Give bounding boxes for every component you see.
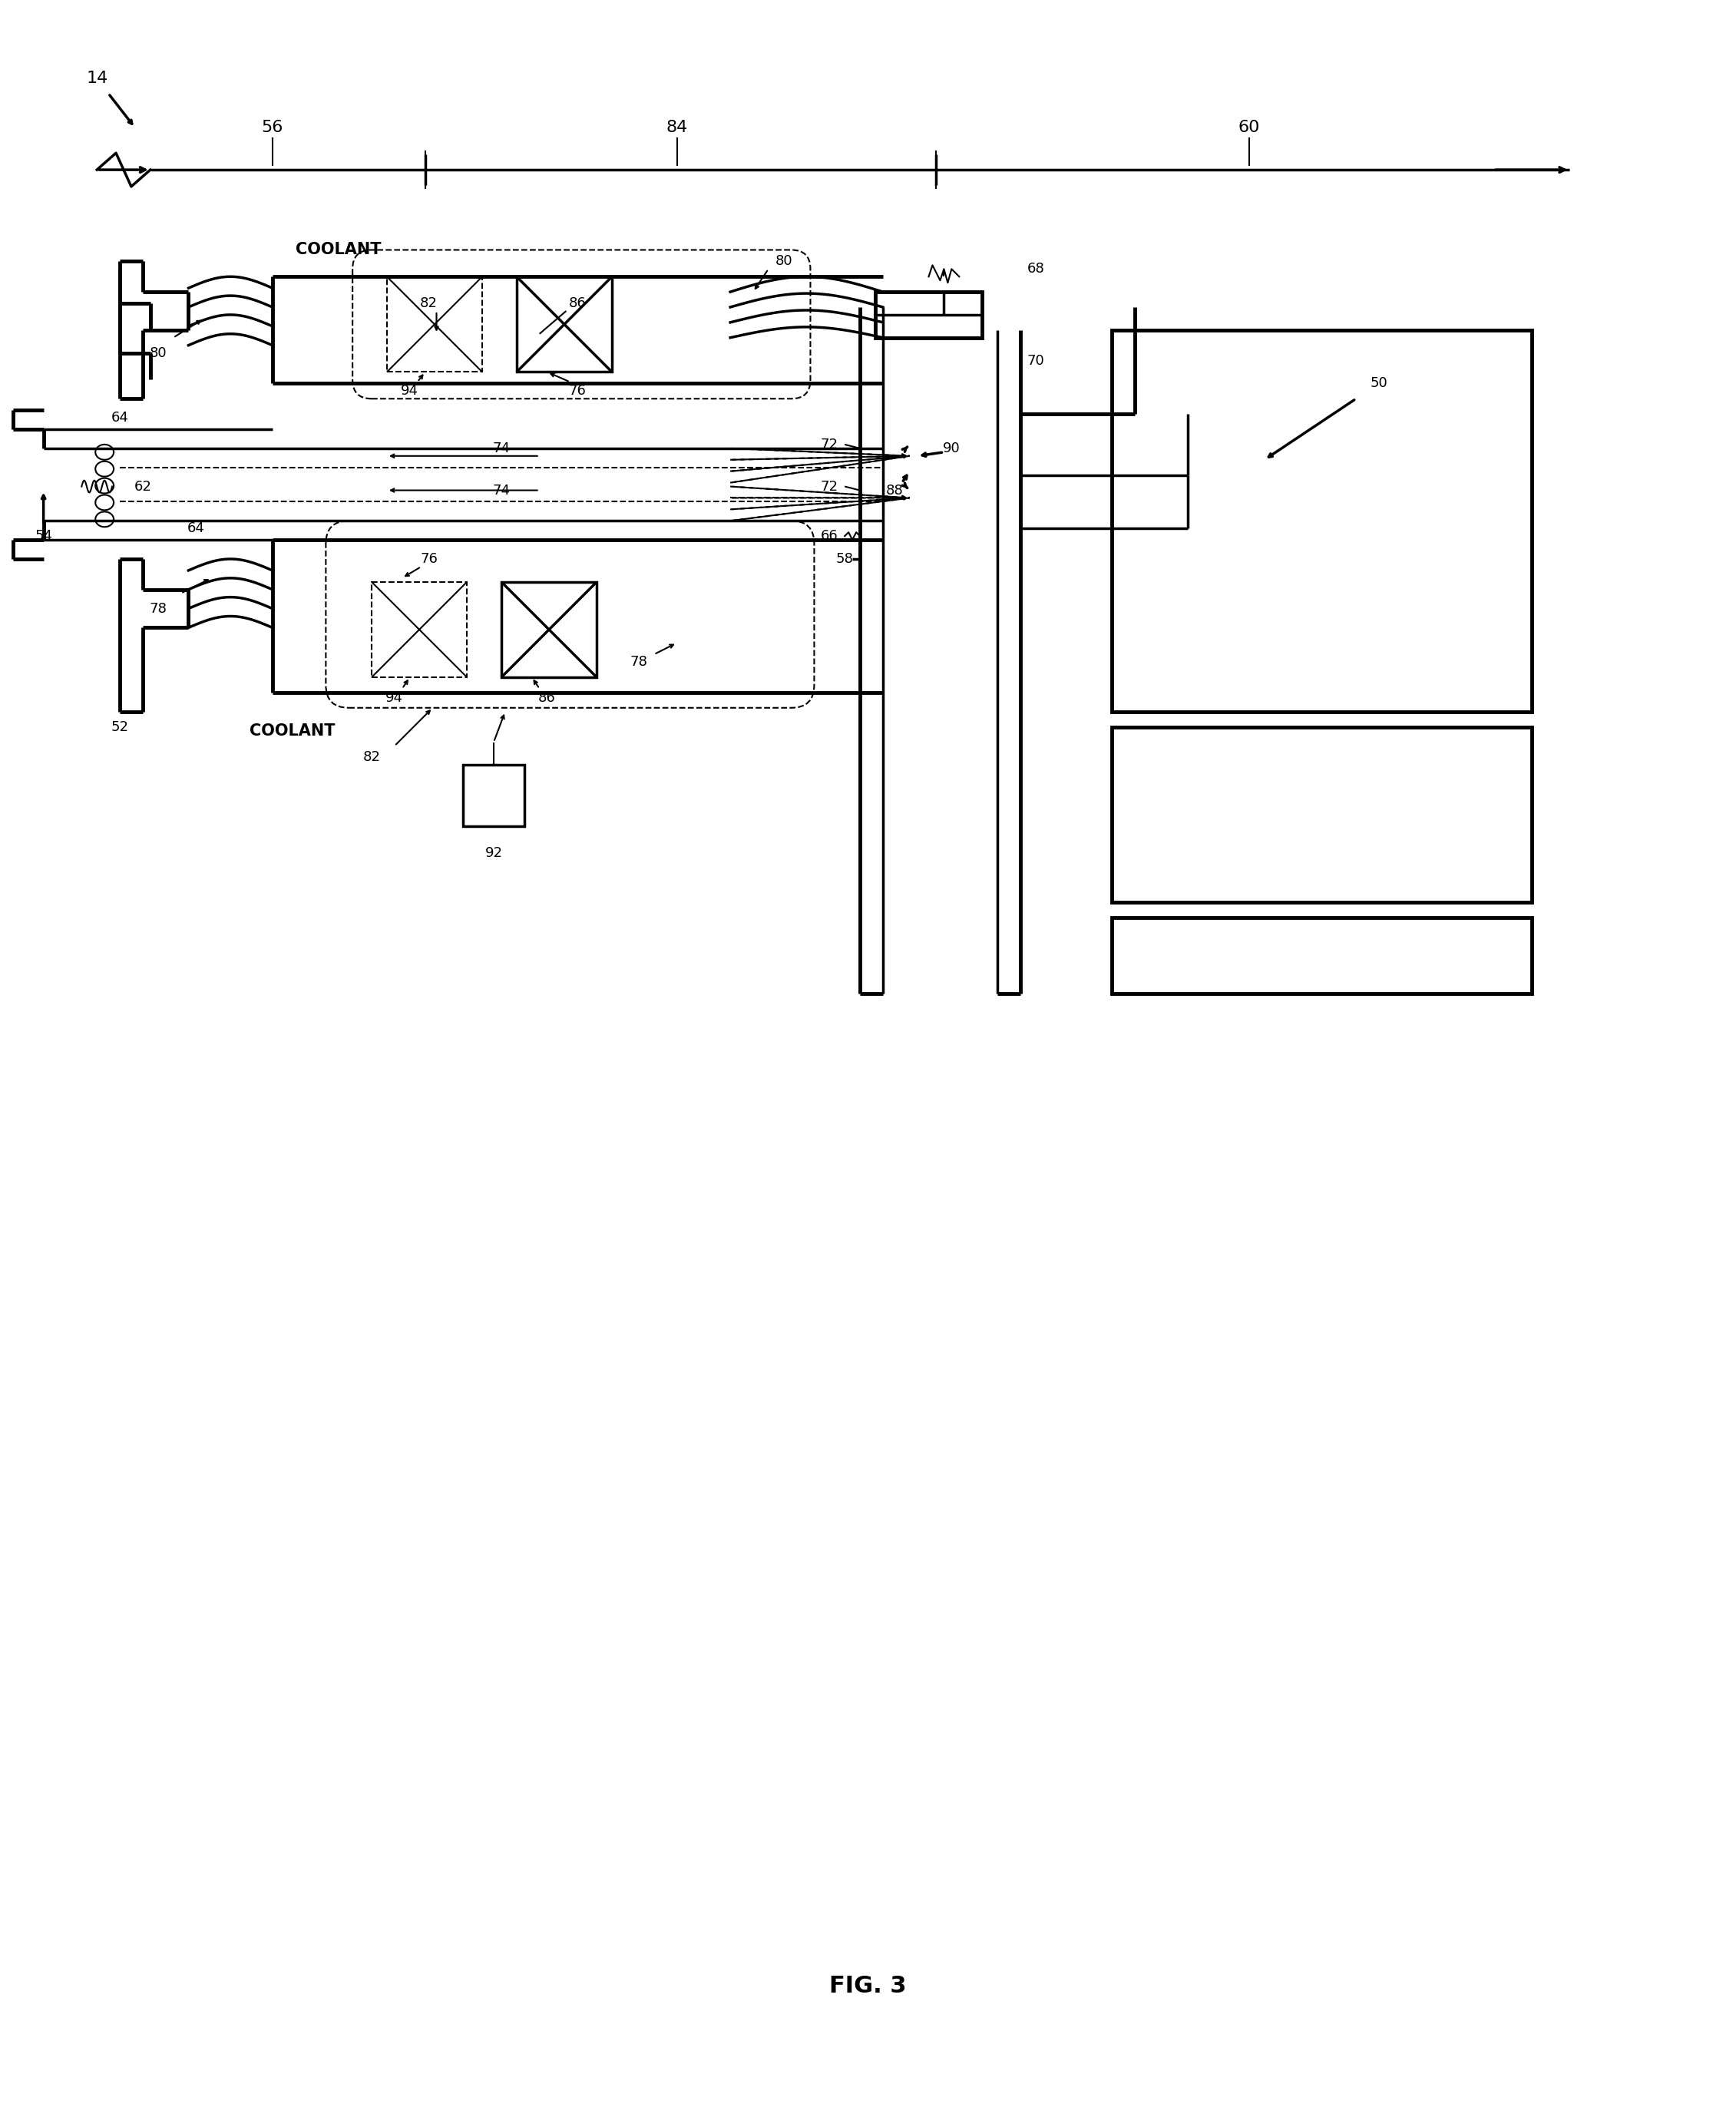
Bar (1111, 727, 1531, 902)
Text: 72: 72 (821, 438, 838, 451)
Bar (875, 293, 983, 337)
Text: 80: 80 (149, 346, 167, 360)
Text: 78: 78 (149, 603, 167, 615)
Text: 64: 64 (111, 411, 128, 426)
Bar (464, 765, 524, 826)
Text: 50: 50 (1370, 377, 1387, 390)
Text: 60: 60 (1238, 120, 1260, 135)
Text: COOLANT: COOLANT (250, 723, 335, 737)
Text: 52: 52 (111, 721, 128, 733)
Text: 66: 66 (821, 529, 838, 544)
Bar (387, 276, 483, 373)
Text: 54: 54 (35, 529, 52, 544)
Text: 72: 72 (821, 480, 838, 493)
Text: 70: 70 (1026, 354, 1045, 367)
Bar (372, 582, 467, 676)
Text: 58: 58 (837, 552, 854, 567)
Text: 78: 78 (630, 655, 648, 668)
Text: 86: 86 (538, 691, 556, 704)
Text: 82: 82 (363, 750, 380, 765)
Text: 74: 74 (493, 483, 510, 497)
Text: 94: 94 (385, 691, 403, 704)
Text: 90: 90 (943, 442, 960, 455)
Text: 92: 92 (484, 845, 502, 860)
Text: FIG. 3: FIG. 3 (830, 1974, 906, 1997)
Text: 76: 76 (420, 552, 437, 567)
Bar (517, 276, 613, 373)
Text: 84: 84 (667, 120, 687, 135)
Text: 62: 62 (134, 480, 151, 493)
Text: 56: 56 (262, 120, 283, 135)
Text: 68: 68 (1026, 261, 1045, 276)
Bar (1111, 919, 1531, 995)
Text: 76: 76 (569, 383, 587, 398)
Text: 94: 94 (401, 383, 418, 398)
Text: 82: 82 (420, 297, 437, 310)
Text: 88: 88 (885, 483, 903, 497)
Text: 86: 86 (569, 297, 587, 310)
Text: 64: 64 (187, 523, 205, 535)
Text: 80: 80 (774, 255, 792, 268)
Bar (1111, 331, 1531, 712)
Bar (502, 582, 597, 676)
Text: 14: 14 (87, 70, 108, 86)
Text: COOLANT: COOLANT (295, 242, 380, 257)
Text: 74: 74 (493, 442, 510, 455)
